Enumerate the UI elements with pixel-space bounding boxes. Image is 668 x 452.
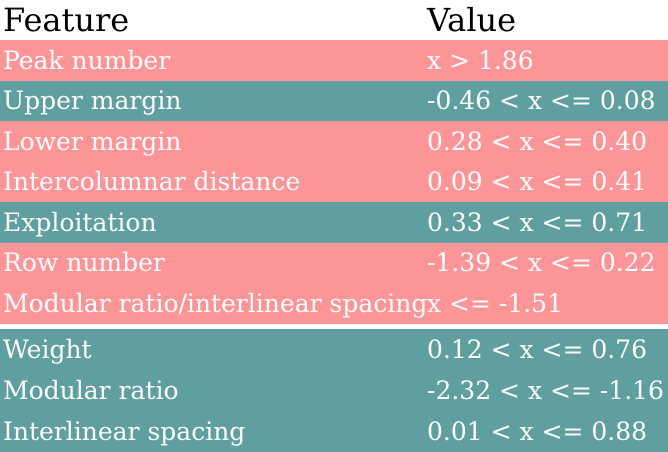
- value-cell: 0.01 < x <= 0.88: [427, 416, 648, 446]
- table-row: Upper margin -0.46 < x <= 0.08: [0, 80, 668, 121]
- value-cell: -1.39 < x <= 0.22: [427, 248, 656, 278]
- value-cell: -2.32 < x <= -1.16: [427, 375, 664, 405]
- table-header-row: Feature Value: [0, 0, 668, 40]
- feature-cell: Exploitation: [3, 207, 157, 237]
- value-cell: 0.33 < x <= 0.71: [427, 207, 648, 237]
- value-cell: 0.28 < x <= 0.40: [427, 126, 648, 156]
- value-cell: 0.09 < x <= 0.41: [427, 167, 648, 197]
- table-row: Peak number x > 1.86: [0, 40, 668, 81]
- column-header-value: Value: [427, 1, 517, 39]
- feature-cell: Modular ratio: [3, 375, 179, 405]
- feature-cell: Peak number: [3, 45, 171, 75]
- table-row: Interlinear spacing 0.01 < x <= 0.88: [0, 410, 668, 452]
- feature-cell: Upper margin: [3, 86, 182, 116]
- value-cell: x <= -1.51: [427, 288, 563, 318]
- value-cell: x > 1.86: [427, 45, 534, 75]
- feature-cell: Weight: [3, 334, 92, 364]
- column-header-feature: Feature: [3, 1, 130, 39]
- table-row: Lower margin 0.28 < x <= 0.40: [0, 121, 668, 162]
- table-row: Row number -1.39 < x <= 0.22: [0, 242, 668, 283]
- value-cell: -0.46 < x <= 0.08: [427, 86, 656, 116]
- table-row: Modular ratio -2.32 < x <= -1.16: [0, 369, 668, 411]
- feature-cell: Intercolumnar distance: [3, 167, 301, 197]
- table-row: Modular ratio/interlinear spacing x <= -…: [0, 283, 668, 324]
- feature-cell: Interlinear spacing: [3, 416, 246, 446]
- value-cell: 0.12 < x <= 0.76: [427, 334, 648, 364]
- table-row: Exploitation 0.33 < x <= 0.71: [0, 202, 668, 243]
- table-row: Weight 0.12 < x <= 0.76: [0, 328, 668, 370]
- table-row: Intercolumnar distance 0.09 < x <= 0.41: [0, 161, 668, 202]
- feature-cell: Row number: [3, 248, 165, 278]
- feature-cell: Modular ratio/interlinear spacing: [3, 288, 428, 318]
- feature-cell: Lower margin: [3, 126, 182, 156]
